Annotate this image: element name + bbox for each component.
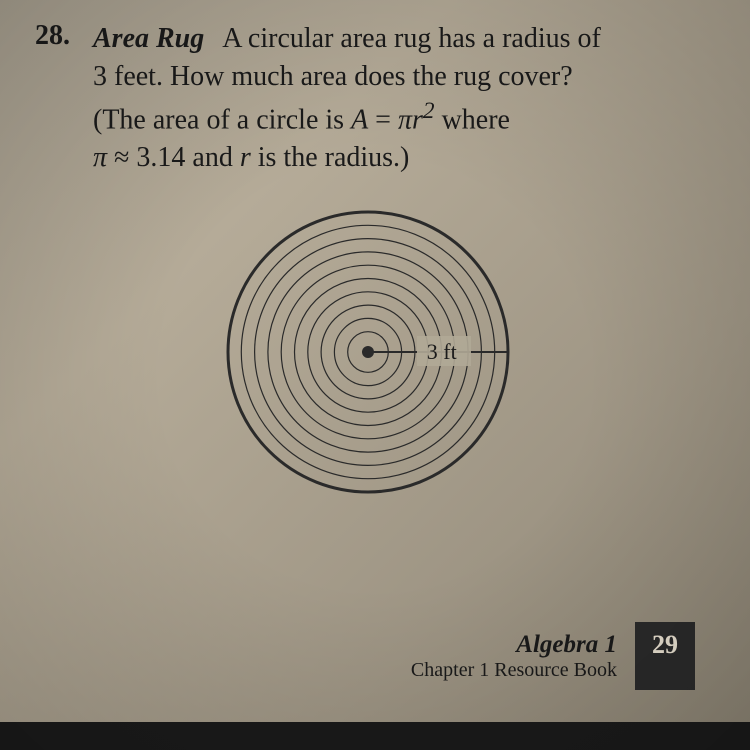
problem-line-2: 3 feet. How much area does the rug cover… (93, 58, 700, 96)
pi-1: π (398, 104, 412, 135)
footer-text: Algebra 1 Chapter 1 Resource Book (411, 631, 617, 682)
problem-line-3: (The area of a circle is A = πr2 where (93, 96, 700, 139)
line1-text: A circular area rug has a radius of (222, 23, 601, 54)
exponent: 2 (423, 98, 435, 124)
var-r: r (412, 104, 423, 135)
rug-diagram: 3 ft (218, 202, 518, 502)
page-footer: Algebra 1 Chapter 1 Resource Book 29 (411, 622, 695, 690)
radius-label: 3 ft (426, 339, 456, 364)
diagram-container: 3 ft (35, 202, 700, 502)
page-bottom-edge (0, 722, 750, 750)
l4rest: is the radius.) (251, 142, 410, 173)
var-A: A (351, 104, 368, 135)
l3b: where (435, 104, 510, 135)
eq: = (368, 104, 398, 135)
book-title: Algebra 1 (411, 631, 617, 659)
book-subtitle: Chapter 1 Resource Book (411, 659, 617, 682)
approx: ≈ 3.14 and (107, 142, 240, 173)
pi-2: π (93, 142, 107, 173)
problem-title: Area Rug (93, 23, 204, 54)
problem-number: 28. (35, 20, 83, 52)
problem-line-1: Area Rug A circular area rug has a radius… (93, 20, 700, 58)
problem-block: 28. Area Rug A circular area rug has a ra… (35, 20, 700, 177)
page-number-tab: 29 (635, 622, 695, 690)
problem-content: Area Rug A circular area rug has a radius… (93, 20, 700, 177)
problem-line-4: π ≈ 3.14 and r is the radius.) (93, 139, 700, 177)
var-r2: r (240, 142, 251, 173)
l3a: (The area of a circle is (93, 104, 351, 135)
